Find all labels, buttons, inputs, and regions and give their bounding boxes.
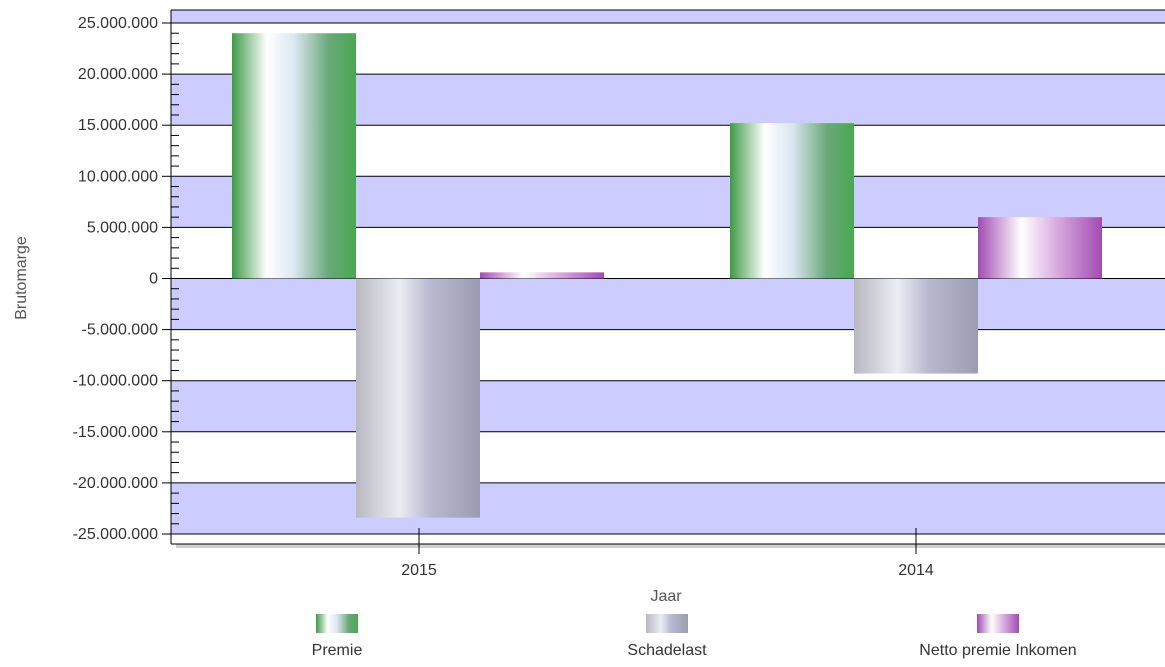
x-axis-title: Jaar: [650, 588, 682, 605]
y-tick-label: -5.000.000: [81, 322, 158, 339]
y-tick-label: 15.000.000: [78, 117, 158, 134]
bar-schadelast-2015: [356, 278, 480, 518]
grid-band: [171, 482, 1165, 534]
y-tick-label: 0: [149, 271, 158, 288]
y-axis: 25.000.000 20.000.000 15.000.000 10.000.000…: [73, 10, 179, 544]
x-tick-label: 2015: [401, 562, 437, 579]
bars: [232, 33, 1102, 518]
y-tick-label: -20.000.000: [73, 475, 159, 492]
legend: Premie Schadelast Netto premie Inkomen: [312, 614, 1077, 659]
legend-swatch-premie: [316, 614, 358, 633]
legend-label: Schadelast: [627, 642, 707, 659]
y-axis-title: Brutomarge: [13, 236, 30, 320]
x-axis: 2015 2014: [171, 528, 1165, 579]
legend-label: Premie: [312, 642, 363, 659]
y-tick-label: -15.000.000: [73, 424, 159, 441]
y-tick-label: 5.000.000: [87, 219, 158, 236]
grid-band: [171, 534, 1165, 544]
y-tick-label: 25.000.000: [78, 15, 158, 32]
grid-band: [171, 10, 1165, 23]
bar-premie-2014: [730, 123, 854, 279]
y-tick-label: 10.000.000: [78, 168, 158, 185]
bar-schadelast-2014: [854, 278, 978, 374]
legend-swatch-schadelast: [646, 614, 688, 633]
bar-premie-2015: [232, 33, 356, 279]
y-tick-label: -25.000.000: [73, 526, 159, 543]
y-tick-label: 20.000.000: [78, 66, 158, 83]
y-tick-label: -10.000.000: [73, 373, 159, 390]
x-tick-label: 2014: [898, 562, 934, 579]
legend-swatch-netto-premie-inkomen: [977, 614, 1019, 633]
bar-netto-premie-inkomen-2015: [480, 272, 604, 279]
grid-band: [171, 380, 1165, 432]
grid-band: [171, 278, 1165, 330]
legend-label: Netto premie Inkomen: [919, 642, 1076, 659]
bar-netto-premie-inkomen-2014: [978, 217, 1102, 279]
